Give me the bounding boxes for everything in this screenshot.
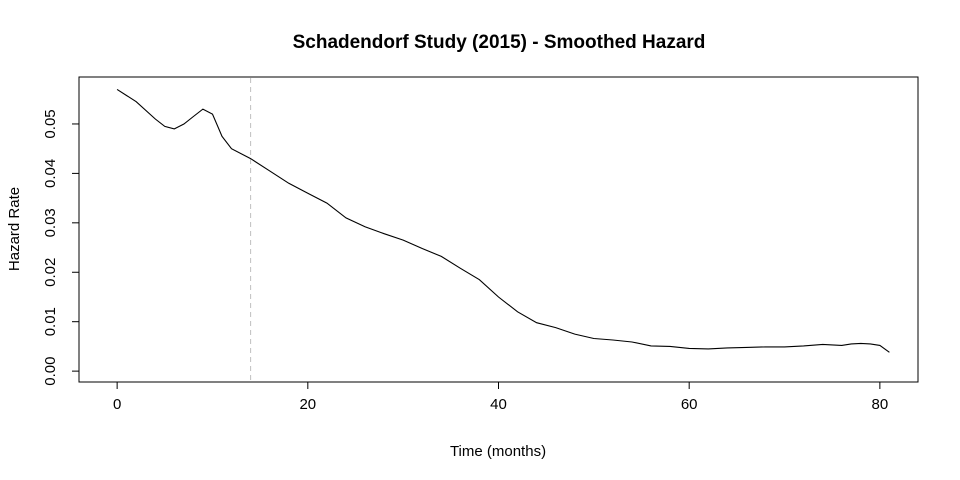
- chart-title: Schadendorf Study (2015) - Smoothed Haza…: [293, 32, 706, 53]
- y-tick-label: 0.05: [42, 109, 59, 138]
- y-axis-label: Hazard Rate: [6, 187, 23, 271]
- x-axis: 0 20 40 60 80: [113, 381, 889, 413]
- x-tick-label: 20: [299, 396, 316, 413]
- y-tick-label: 0.04: [42, 159, 59, 188]
- y-tick-label: 0.02: [42, 258, 59, 287]
- series-line-hazard: [116, 88, 890, 353]
- x-tick-label: 60: [681, 396, 698, 413]
- x-tick-label: 80: [872, 396, 889, 413]
- plot-frame: [78, 76, 919, 383]
- y-tick-label: 0.01: [42, 307, 59, 336]
- y-tick-label: 0.00: [42, 357, 59, 386]
- y-tick-label: 0.03: [42, 208, 59, 237]
- x-tick-label: 0: [113, 396, 121, 413]
- x-axis-label: Time (months): [450, 443, 546, 460]
- y-axis: 0.00 0.01 0.02 0.03 0.04 0.05: [42, 109, 80, 386]
- x-tick-label: 40: [490, 396, 507, 413]
